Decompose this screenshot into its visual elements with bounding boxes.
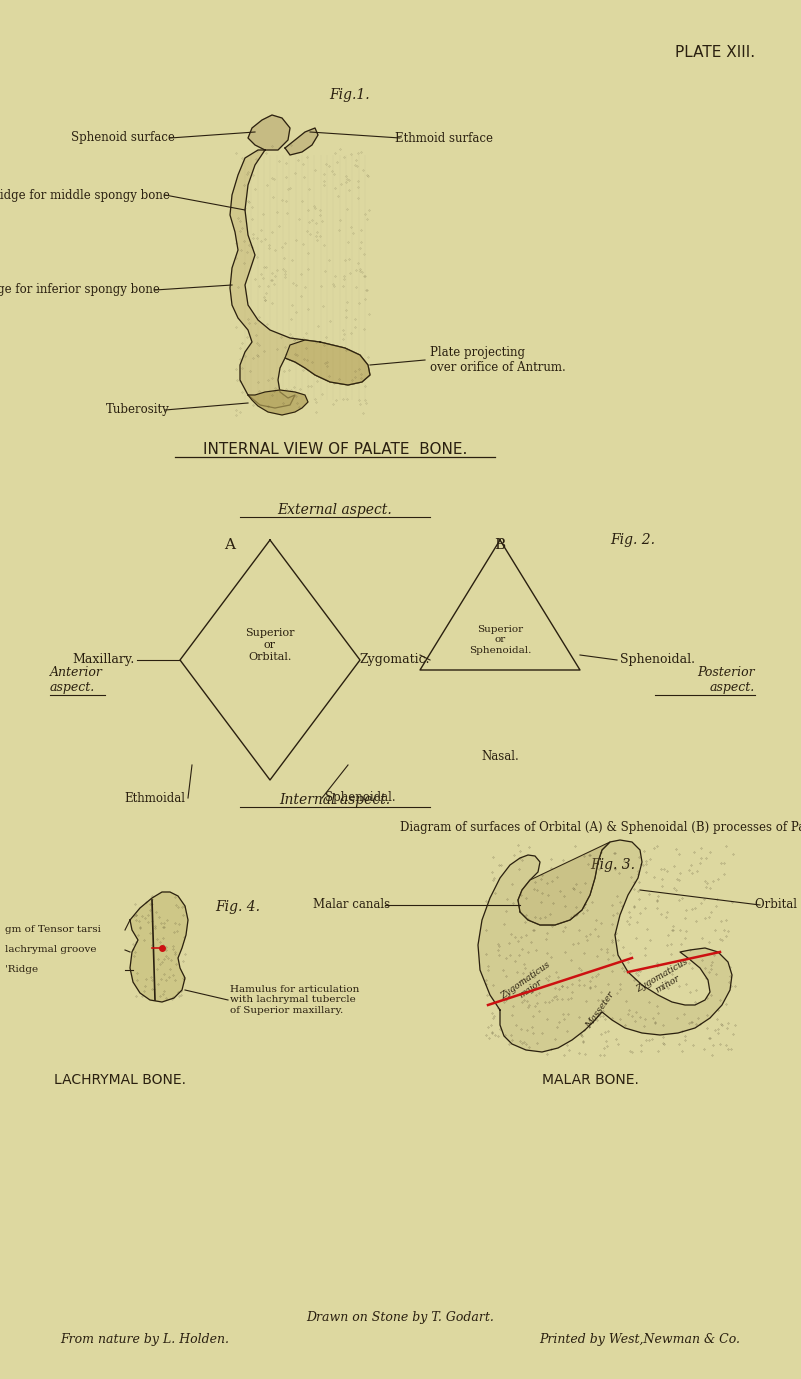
- Polygon shape: [285, 341, 370, 385]
- Text: Sphenoidal.: Sphenoidal.: [620, 654, 695, 666]
- Text: lachrymal groove: lachrymal groove: [5, 946, 96, 954]
- Polygon shape: [285, 128, 318, 154]
- Text: PLATE XIII.: PLATE XIII.: [675, 46, 755, 61]
- Text: Orbital surface: Orbital surface: [755, 899, 801, 912]
- Text: Ethmoidal: Ethmoidal: [124, 792, 185, 804]
- Polygon shape: [518, 843, 610, 925]
- Polygon shape: [130, 892, 188, 1003]
- Text: A: A: [224, 538, 235, 552]
- Text: Printed by West,Newman & Co.: Printed by West,Newman & Co.: [539, 1333, 740, 1346]
- Text: Anterior
aspect.: Anterior aspect.: [50, 666, 103, 694]
- Text: Sphenoid surface: Sphenoid surface: [71, 131, 175, 145]
- Text: From nature by L. Holden.: From nature by L. Holden.: [60, 1333, 229, 1346]
- Text: Superior
or
Orbital.: Superior or Orbital.: [245, 629, 295, 662]
- Text: External aspect.: External aspect.: [278, 503, 392, 517]
- Text: Masseter: Masseter: [584, 990, 616, 1030]
- Text: Ethmoid surface: Ethmoid surface: [395, 131, 493, 145]
- Text: Plate projecting
over orifice of Antrum.: Plate projecting over orifice of Antrum.: [430, 346, 566, 374]
- Text: Fig.1.: Fig.1.: [330, 88, 370, 102]
- Text: Ridge for inferior spongy bone: Ridge for inferior spongy bone: [0, 284, 160, 296]
- Text: Sphenoidal.: Sphenoidal.: [325, 792, 396, 804]
- Polygon shape: [478, 840, 732, 1052]
- Text: Nasal.: Nasal.: [481, 750, 519, 763]
- Text: Fig. 2.: Fig. 2.: [610, 534, 655, 547]
- Polygon shape: [230, 150, 370, 408]
- Text: INTERNAL VIEW OF PALATE  BONE.: INTERNAL VIEW OF PALATE BONE.: [203, 443, 467, 458]
- Text: Ridge for middle spongy bone: Ridge for middle spongy bone: [0, 189, 170, 201]
- Text: Diagram of surfaces of Orbital (A) & Sphenoidal (B) processes of Palate  bone.: Diagram of surfaces of Orbital (A) & Sph…: [400, 822, 801, 834]
- Text: Drawn on Stone by T. Godart.: Drawn on Stone by T. Godart.: [306, 1311, 494, 1324]
- Text: Internal aspect.: Internal aspect.: [280, 793, 391, 807]
- Text: LACHRYMAL BONE.: LACHRYMAL BONE.: [54, 1073, 186, 1087]
- Text: Malar canals: Malar canals: [313, 899, 390, 912]
- Text: Zygomatic.: Zygomatic.: [360, 654, 430, 666]
- Text: Fig. 4.: Fig. 4.: [215, 900, 260, 914]
- Text: gm of Tensor tarsi: gm of Tensor tarsi: [5, 925, 101, 935]
- Text: Superior
or
Sphenoidal.: Superior or Sphenoidal.: [469, 625, 531, 655]
- Polygon shape: [248, 390, 308, 415]
- Text: MALAR BONE.: MALAR BONE.: [541, 1073, 638, 1087]
- Text: Tuberosity: Tuberosity: [107, 404, 170, 416]
- Text: Zygomaticus
major: Zygomaticus major: [498, 960, 557, 1009]
- Polygon shape: [248, 114, 290, 150]
- Text: Zygomaticus
minor: Zygomaticus minor: [635, 957, 695, 1003]
- Text: Hamulus for articulation
with lachrymal tubercle
of Superior maxillary.: Hamulus for articulation with lachrymal …: [230, 985, 360, 1015]
- Text: Maxillary.: Maxillary.: [73, 654, 135, 666]
- Text: 'Ridge: 'Ridge: [5, 965, 38, 975]
- Text: Fig. 3.: Fig. 3.: [590, 858, 635, 872]
- Text: B: B: [494, 538, 505, 552]
- Text: Posterior
aspect.: Posterior aspect.: [698, 666, 755, 694]
